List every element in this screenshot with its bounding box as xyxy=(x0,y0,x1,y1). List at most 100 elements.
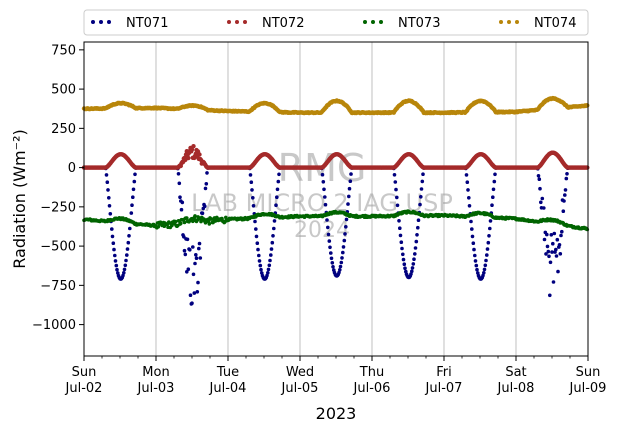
data-point xyxy=(194,253,198,257)
data-point xyxy=(320,172,325,177)
data-point xyxy=(114,263,119,268)
data-point xyxy=(395,195,399,200)
data-point xyxy=(267,263,272,268)
data-point xyxy=(107,196,111,200)
data-point xyxy=(482,271,486,275)
data-point xyxy=(254,227,258,231)
data-point xyxy=(323,202,328,207)
data-point xyxy=(392,173,397,177)
data-point xyxy=(416,218,421,222)
data-point xyxy=(415,233,419,237)
legend-marker xyxy=(99,20,103,24)
series-NT074 xyxy=(81,95,590,116)
data-point xyxy=(111,241,116,245)
legend-frame xyxy=(83,9,589,36)
data-point xyxy=(483,263,488,268)
data-point xyxy=(256,247,260,252)
data-point xyxy=(266,271,270,275)
data-series xyxy=(81,95,590,306)
data-point xyxy=(470,227,474,231)
data-point xyxy=(413,246,418,250)
data-point xyxy=(467,196,471,200)
data-point xyxy=(200,211,205,215)
data-point xyxy=(194,256,199,261)
data-point xyxy=(558,252,563,256)
data-point xyxy=(551,280,556,284)
data-point xyxy=(322,187,326,192)
data-point xyxy=(412,257,416,262)
legend: NT071 NT072 NT073 NT074 xyxy=(83,9,589,36)
data-point xyxy=(487,234,491,238)
data-point xyxy=(123,263,128,268)
data-point xyxy=(401,257,406,262)
data-point xyxy=(197,241,202,246)
data-point xyxy=(186,155,191,161)
data-point xyxy=(410,269,414,274)
data-point xyxy=(329,256,334,261)
data-point xyxy=(557,243,562,247)
data-point xyxy=(465,180,470,184)
legend-marker xyxy=(363,20,367,24)
data-point xyxy=(419,195,423,199)
data-point xyxy=(125,253,129,257)
data-point xyxy=(538,186,542,191)
data-point xyxy=(110,234,115,239)
data-point xyxy=(115,267,119,272)
data-point xyxy=(488,226,492,231)
data-point xyxy=(131,195,135,199)
y-tick-label: 0 xyxy=(68,161,76,176)
data-point xyxy=(414,239,419,244)
data-point xyxy=(419,187,424,191)
legend-marker xyxy=(107,20,111,24)
data-point xyxy=(545,232,549,237)
data-point xyxy=(393,180,398,184)
x-tick-label-date: Jul-04 xyxy=(209,381,247,396)
data-point xyxy=(549,233,554,237)
x-tick-label-date: Jul-06 xyxy=(353,381,391,396)
data-point xyxy=(266,267,271,272)
data-point xyxy=(116,271,120,275)
data-point xyxy=(251,204,256,208)
legend-marker xyxy=(499,20,503,24)
data-point xyxy=(328,245,332,250)
data-point xyxy=(259,267,263,272)
legend-marker xyxy=(379,20,383,24)
data-point xyxy=(131,187,136,192)
data-point xyxy=(341,245,346,249)
legend-marker xyxy=(243,20,247,24)
data-point xyxy=(564,176,569,181)
data-point xyxy=(347,194,351,199)
data-point xyxy=(197,246,201,251)
data-point xyxy=(542,237,547,242)
data-point xyxy=(418,202,422,207)
data-point xyxy=(337,270,341,275)
data-point xyxy=(180,200,185,205)
legend-marker xyxy=(235,20,239,24)
data-point xyxy=(344,225,348,229)
data-point xyxy=(563,193,567,197)
data-point xyxy=(561,209,566,213)
x-axis: SunJul-02MonJul-03TueJul-04WedJul-05ThuJ… xyxy=(65,356,607,396)
data-point xyxy=(251,196,255,200)
data-point xyxy=(398,226,402,230)
data-point xyxy=(537,177,542,181)
data-point xyxy=(122,271,126,275)
data-point xyxy=(326,225,330,230)
data-point xyxy=(469,219,473,224)
data-point xyxy=(585,227,590,232)
data-point xyxy=(121,273,125,278)
data-point xyxy=(185,270,189,274)
data-point xyxy=(544,252,548,256)
data-point xyxy=(127,234,131,238)
data-point xyxy=(343,232,347,236)
data-point xyxy=(105,180,110,184)
data-point xyxy=(330,261,335,265)
x-tick-label-date: Jul-09 xyxy=(569,381,607,396)
data-point xyxy=(559,233,563,238)
data-point xyxy=(268,258,272,263)
data-point xyxy=(400,246,404,251)
data-point xyxy=(191,272,196,277)
legend-label: NT072 xyxy=(262,16,304,31)
data-point xyxy=(249,180,254,184)
data-point xyxy=(195,290,200,294)
